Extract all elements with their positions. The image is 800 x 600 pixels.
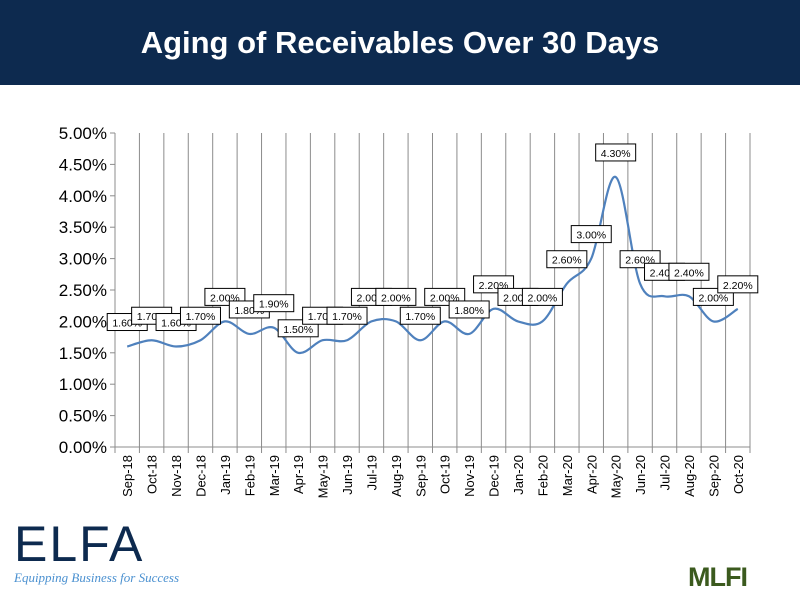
x-tick-label: Aug-19 (389, 455, 404, 497)
data-label: 2.00% (375, 287, 417, 306)
data-label: 1.80% (448, 300, 490, 319)
y-tick-label: 3.50% (59, 218, 107, 237)
y-tick-label: 0.50% (59, 407, 107, 426)
x-tick-label: Feb-19 (242, 455, 257, 496)
data-label-text: 3.00% (576, 230, 606, 242)
x-tick-label: Dec-19 (487, 455, 502, 497)
x-tick-label: Sep-18 (120, 455, 135, 497)
data-label: 2.40% (668, 262, 710, 281)
data-label-text: 2.40% (674, 267, 704, 279)
data-label-box (448, 300, 490, 319)
x-tick-label: Jul-20 (658, 455, 673, 490)
data-label: 4.30% (595, 143, 637, 162)
y-tick-label: 1.50% (59, 344, 107, 363)
y-tick-label: 5.00% (59, 124, 107, 143)
x-tick-label: Apr-19 (291, 455, 306, 494)
x-tick-label: Nov-19 (462, 455, 477, 497)
data-label-box (179, 306, 221, 325)
x-tick-label: Jan-19 (218, 455, 233, 495)
y-tick-label: 4.50% (59, 155, 107, 174)
data-label-text: 2.00% (528, 292, 558, 304)
x-tick-label: Aug-20 (682, 455, 697, 497)
data-label-box (399, 306, 441, 325)
x-tick-label: Oct-18 (145, 455, 160, 494)
x-tick-label: Apr-20 (584, 455, 599, 494)
data-label: 3.00% (570, 225, 612, 244)
data-label: 2.20% (717, 275, 759, 294)
data-label: 1.70% (326, 306, 368, 325)
data-label-text: 1.80% (454, 305, 484, 317)
x-tick-label: Sep-19 (413, 455, 428, 497)
y-tick-label: 4.00% (59, 187, 107, 206)
y-tick-label: 2.50% (59, 281, 107, 300)
data-label: 1.70% (179, 306, 221, 325)
data-label-box (570, 225, 612, 244)
data-label-text: 2.60% (552, 255, 582, 267)
data-label-text: 2.00% (698, 292, 728, 304)
data-label-box (253, 294, 295, 313)
elfa-tagline: Equipping Business for Success (14, 570, 180, 585)
data-label: 1.70% (399, 306, 441, 325)
data-label: 1.90% (253, 294, 295, 313)
x-tick-label: Oct-19 (438, 455, 453, 494)
data-label: 2.00% (521, 287, 563, 306)
elfa-logo: ELFA Equipping Business for Success (14, 516, 180, 586)
x-tick-label: Oct-20 (731, 455, 746, 494)
data-label-box (326, 306, 368, 325)
data-label-box (375, 287, 417, 306)
line-chart: 0.00% 0.50% 1.00% 1.50% 2.00% 2.50% 3.00% 3.50%… (59, 124, 759, 498)
data-label-box (595, 143, 637, 162)
data-label-box (668, 262, 710, 281)
data-label-text: 4.30% (601, 148, 631, 160)
data-label-box (521, 287, 563, 306)
x-tick-label: May-19 (316, 455, 331, 498)
data-label-text: 1.50% (283, 324, 313, 336)
x-tick-label: Jun-20 (633, 455, 648, 495)
x-tick-label: Jan-20 (511, 455, 526, 495)
data-label-text: 1.70% (186, 311, 216, 323)
data-label-text: 1.70% (405, 311, 435, 323)
mlfi-logo: MLFI (688, 562, 748, 592)
y-tick-label: 2.00% (59, 312, 107, 331)
title-banner: Aging of Receivables Over 30 Days (0, 0, 800, 85)
data-label-box (546, 250, 588, 269)
x-tick-label: Nov-18 (169, 455, 184, 497)
x-tick-label: Jul-19 (364, 455, 379, 490)
x-tick-label: Feb-20 (535, 455, 550, 496)
x-tick-label: Jun-19 (340, 455, 355, 495)
x-tick-label: Dec-18 (193, 455, 208, 497)
page-title: Aging of Receivables Over 30 Days (140, 24, 660, 60)
data-label-text: 2.20% (723, 280, 753, 292)
y-tick-label: 3.00% (59, 250, 107, 269)
data-label-text: 1.90% (259, 299, 289, 311)
data-label-box (717, 275, 759, 294)
x-tick-label: May-20 (609, 455, 624, 498)
x-tick-label: Mar-20 (560, 455, 575, 496)
elfa-logo-word: ELFA (14, 516, 145, 572)
x-tick-label: Sep-20 (706, 455, 721, 497)
data-label-text: 1.70% (332, 311, 362, 323)
y-tick-label: 0.00% (59, 438, 107, 457)
y-tick-label: 1.00% (59, 375, 107, 394)
x-tick-label: Mar-19 (267, 455, 282, 496)
data-label-text: 2.00% (381, 292, 411, 304)
data-label: 2.60% (546, 250, 588, 269)
